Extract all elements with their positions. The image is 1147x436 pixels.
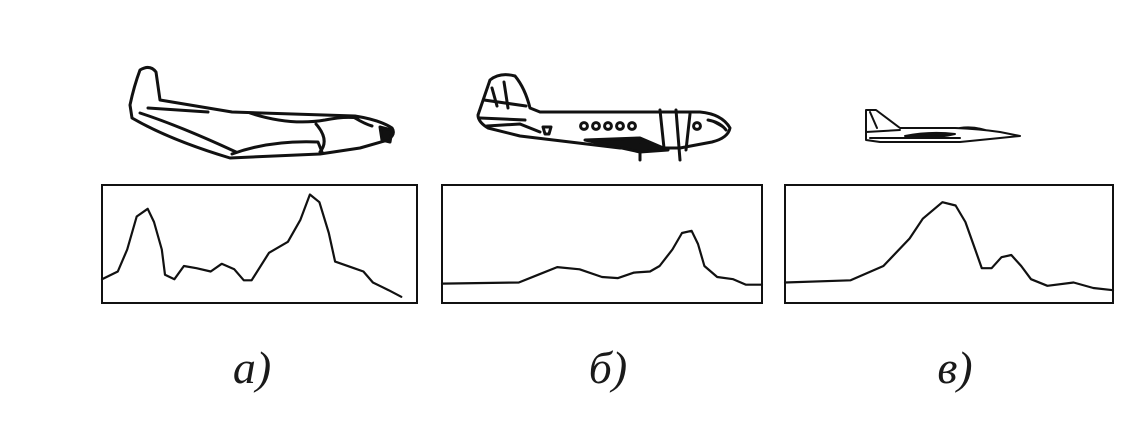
signal-curve	[783, 201, 1115, 292]
panel-caption-a: а)	[232, 342, 272, 393]
signal-frame	[101, 184, 418, 304]
signal-panel-c	[783, 184, 1115, 304]
signal-frame	[784, 184, 1114, 304]
panel-caption-c: в)	[937, 342, 973, 393]
signal-curve	[100, 193, 403, 298]
signal-curve	[440, 229, 764, 286]
signal-panel-b	[440, 184, 764, 304]
propeller-airliner-icon	[476, 73, 732, 162]
jet-fighter-icon	[865, 109, 1021, 143]
signal-panel-a	[100, 184, 418, 304]
panel-caption-b: б)	[588, 342, 628, 393]
signal-frame	[441, 184, 763, 304]
transport-aircraft-icon	[128, 65, 395, 160]
